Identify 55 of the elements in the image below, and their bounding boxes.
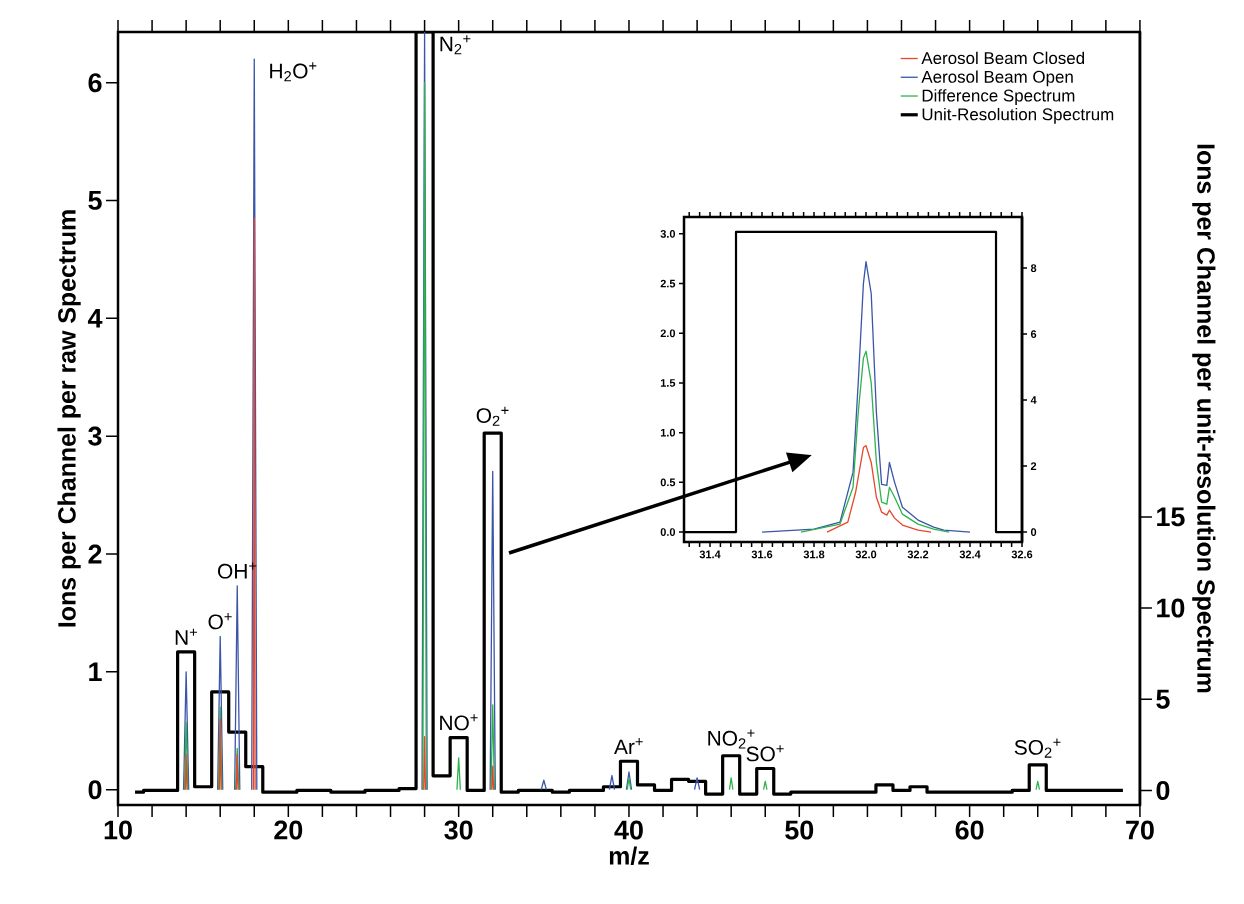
y-tick-label: 2.0 [660,329,676,338]
y2-tick-label: 0 [1156,780,1170,800]
annotation: Ar$^{+}$ [614,738,643,755]
x-tick-label: 50 [785,820,814,840]
y2-tick-label: 5 [1156,689,1170,709]
x-tick-label: 32.6 [1011,550,1033,559]
y-axis-title: Ions per Channel per raw Spectrum [57,210,81,627]
legend-label: Aerosol Beam Open [921,70,1073,87]
y2-tick-label: 4 [1030,396,1037,404]
y-tick-label: 2.5 [660,279,676,288]
x-tick-label: 30 [444,820,473,840]
x-tick-label: 32.2 [907,550,929,559]
y-tick-label: 1 [89,662,102,682]
y-tick-label: 0 [88,780,102,800]
x-tick-label: 60 [955,820,984,840]
x-tick-label: 31.8 [803,550,825,559]
line-series [761,261,971,533]
y2-tick-label: 6 [1030,330,1037,338]
legend-label: Unit-Resolution Spectrum [922,107,1114,124]
line-series [800,350,950,533]
annotation: SO$_{2}$+ [1014,738,1061,758]
y-tick-label: 6 [88,73,102,93]
y-tick-label: 4 [87,309,103,328]
annotation: N$^{+}$ [175,628,197,645]
y-tick-label: 1.0 [660,428,676,437]
x-axis-title: m/z [609,846,649,865]
y-tick-label: 3.0 [660,230,676,238]
line-series [826,444,932,533]
y2-tick-label: 15 [1157,507,1185,527]
annotation: NO$^{+}$ [440,714,478,731]
y-tick-label: 5 [88,191,102,210]
x-tick-label: 32.0 [855,550,877,559]
y-tick-label: 2 [88,544,102,564]
legend-label: Difference Spectrum [922,89,1075,105]
x-tick-label: 20 [274,820,303,840]
x-tick-label: 31.6 [751,550,773,559]
annotation: N$_{2}$+ [440,35,471,55]
y2-tick-label: 2 [1030,462,1037,470]
annotation: O$_{2}$+ [476,406,509,426]
x-tick-label: 70 [1126,820,1154,840]
legend-label: Aerosol Beam Closed [921,51,1085,65]
y-tick-label: 0.5 [660,478,676,487]
x-tick-label: 32.4 [959,550,981,559]
annotation: O$^{+}$ [208,613,232,630]
y2-tick-label: 0 [1030,528,1037,536]
y2-tick-label: 8 [1030,264,1037,272]
annotation: H$_{2}$O$^{+}$ [270,62,317,82]
y-tick-label: 0.0 [660,528,676,536]
x-tick-label: 10 [104,820,132,840]
y2-tick-label: 10 [1157,598,1185,618]
y2-axis-title: Ions per Channel per unit-resolution Spectrum [1192,144,1216,693]
y-tick-label: 1.5 [660,379,676,387]
y-tick-label: 3 [88,426,102,446]
x-tick-label: 40 [614,820,643,840]
x-tick-label: 31.4 [699,550,721,559]
